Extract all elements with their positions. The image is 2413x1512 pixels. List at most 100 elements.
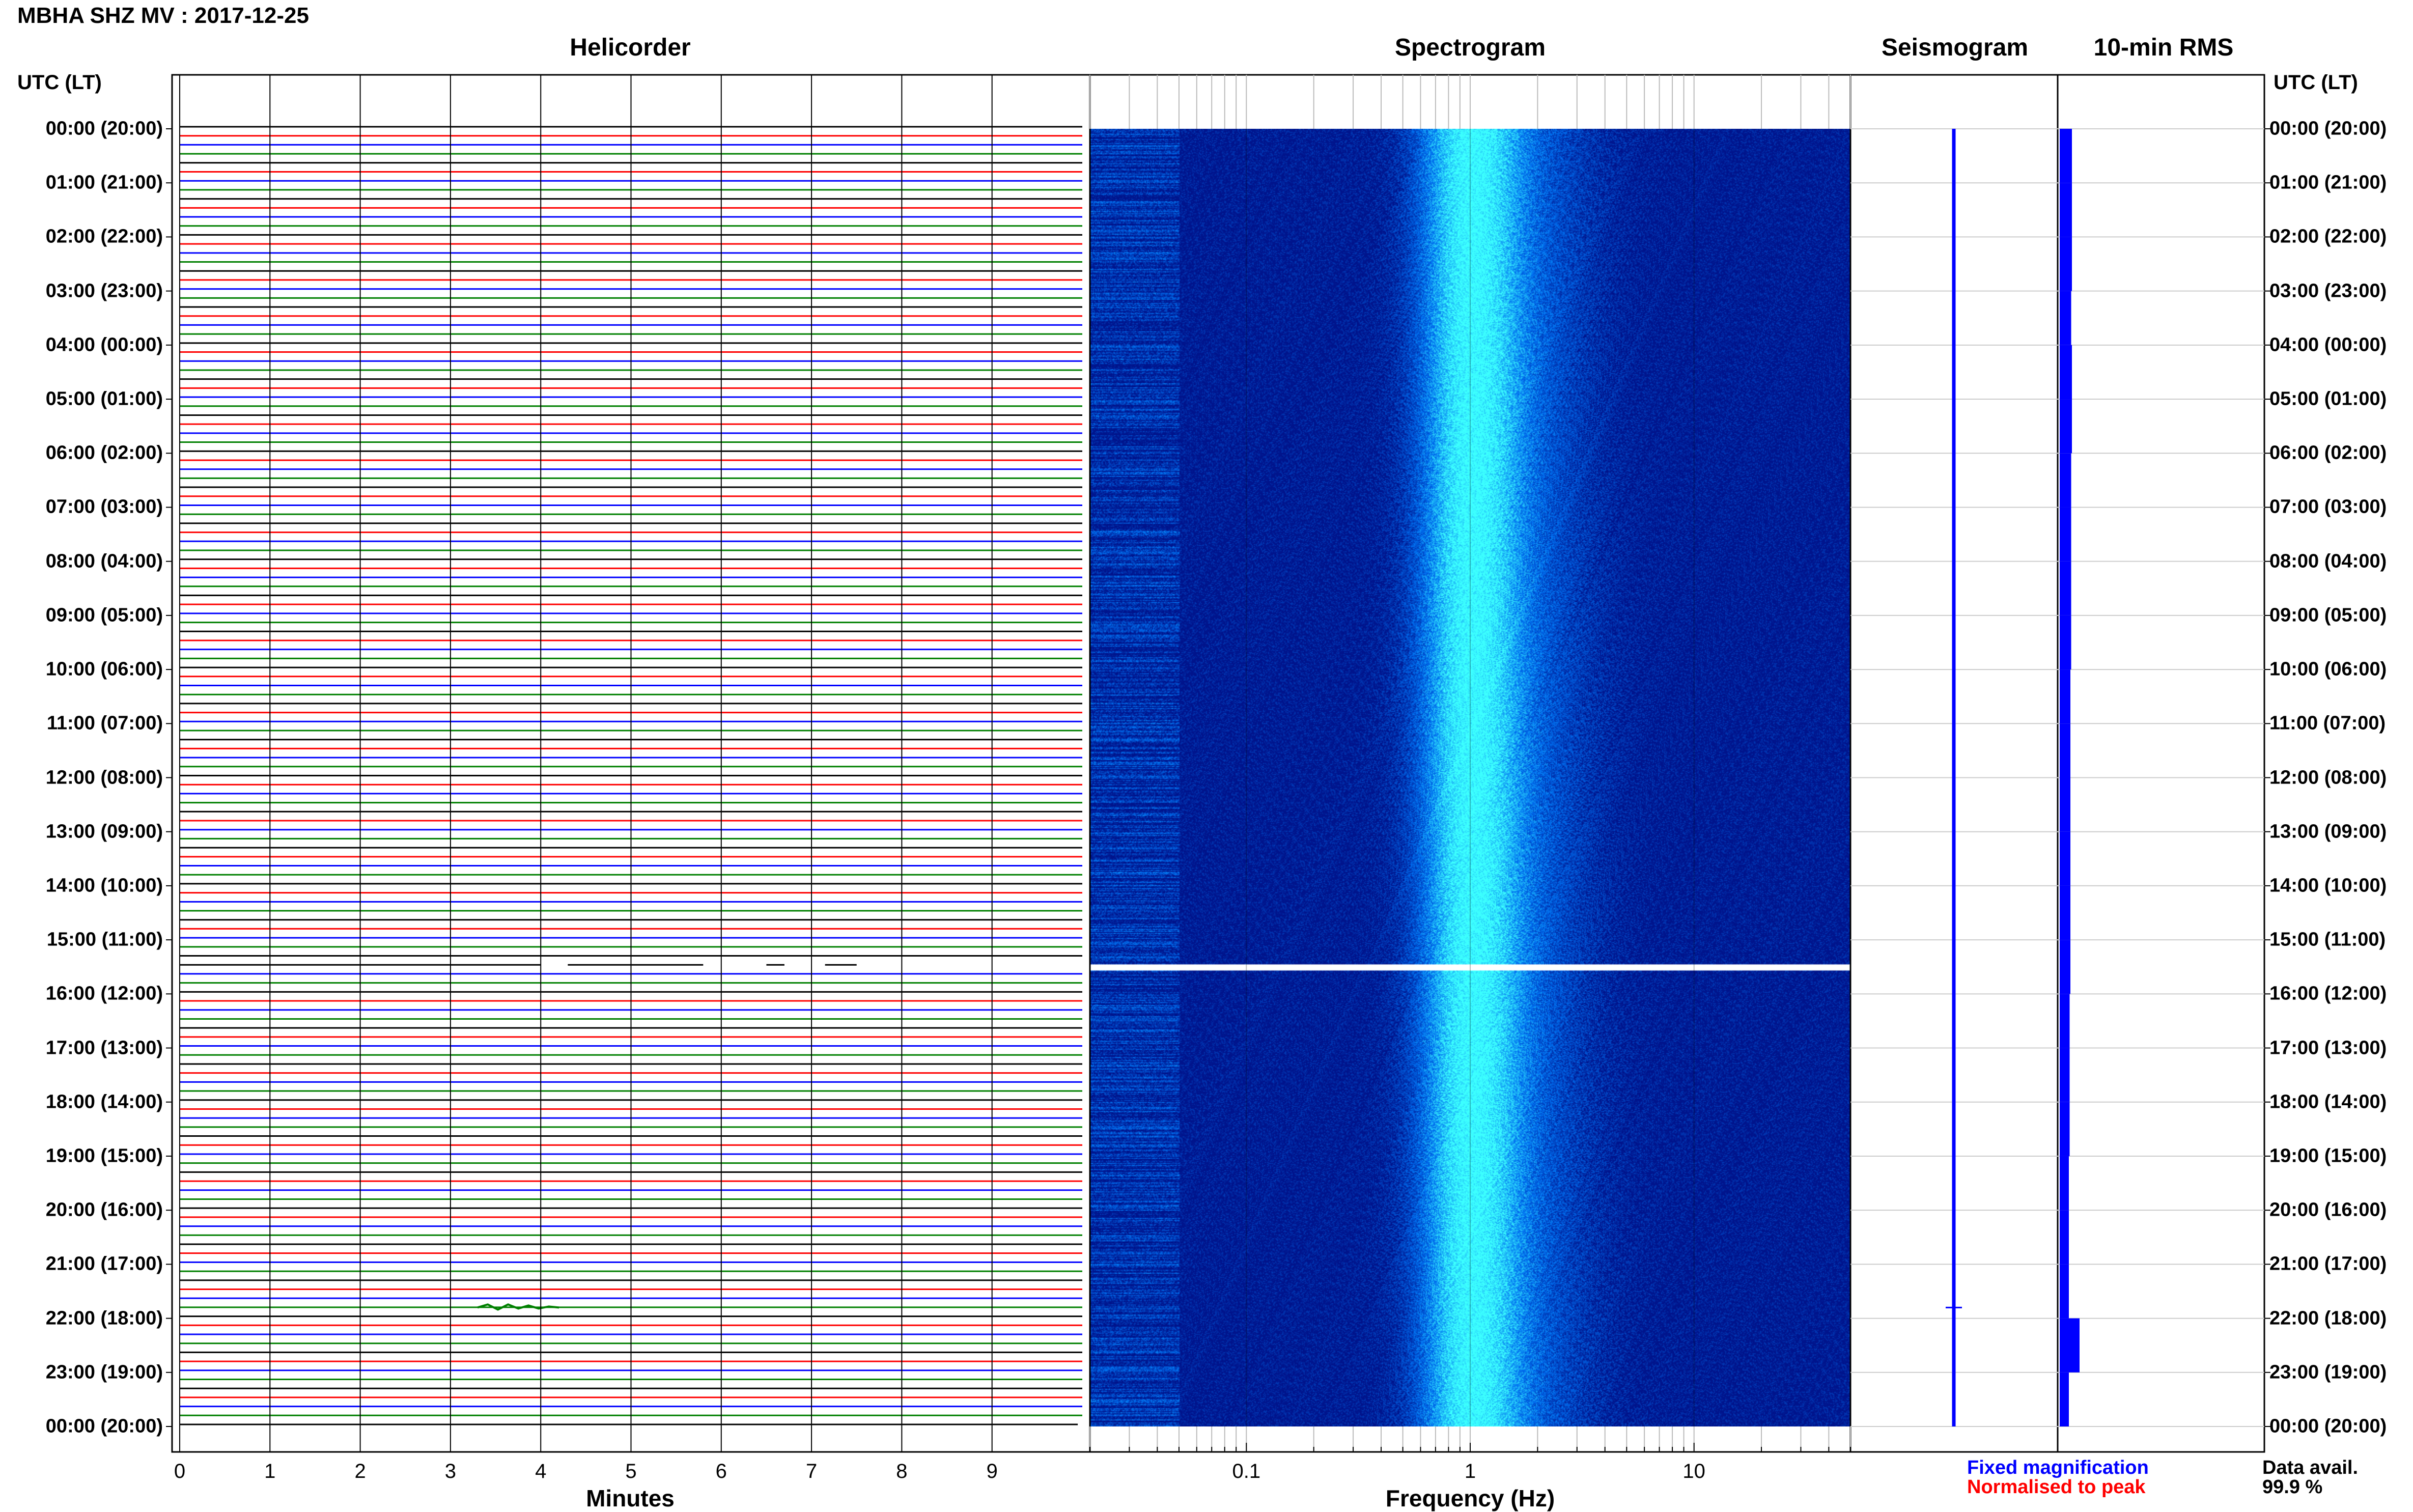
time-label-right: 08:00 (04:00) bbox=[2269, 550, 2387, 572]
rms-bar bbox=[2060, 669, 2070, 724]
rms-bar bbox=[2060, 399, 2072, 454]
minute-tick-label: 1 bbox=[264, 1460, 276, 1482]
rms-bar bbox=[2060, 1210, 2069, 1265]
time-label-left: 18:00 (14:00) bbox=[45, 1091, 163, 1113]
minute-tick-label: 9 bbox=[986, 1460, 998, 1482]
time-label-right: 19:00 (15:00) bbox=[2269, 1145, 2387, 1167]
time-label-right: 17:00 (13:00) bbox=[2269, 1037, 2387, 1059]
time-label-right: 02:00 (22:00) bbox=[2269, 226, 2387, 247]
frequency-tick-label: 1 bbox=[1464, 1460, 1476, 1482]
x-axis-title-minutes: Minutes bbox=[586, 1485, 675, 1511]
time-label-right: 12:00 (08:00) bbox=[2269, 767, 2387, 788]
time-label-right: 16:00 (12:00) bbox=[2269, 983, 2387, 1004]
minute-tick-label: 2 bbox=[354, 1460, 366, 1482]
time-label-right: 07:00 (03:00) bbox=[2269, 496, 2387, 518]
time-label-right: 09:00 (05:00) bbox=[2269, 604, 2387, 626]
x-axis-title-frequency: Frequency (Hz) bbox=[1385, 1485, 1555, 1511]
minute-tick-label: 8 bbox=[896, 1460, 908, 1482]
time-label-left: 14:00 (10:00) bbox=[45, 875, 163, 897]
rms-title: 10-min RMS bbox=[2093, 34, 2234, 61]
data-availability-label: Data avail. bbox=[2262, 1457, 2358, 1478]
legend-fixed-magnification: Fixed magnification bbox=[1967, 1457, 2149, 1478]
rms-bar bbox=[2060, 615, 2071, 670]
time-label-left: 02:00 (22:00) bbox=[45, 226, 163, 247]
rms-bar bbox=[2060, 453, 2071, 508]
time-label-right: 00:00 (20:00) bbox=[2269, 118, 2387, 139]
rms-bar bbox=[2060, 885, 2070, 940]
time-label-right: 18:00 (14:00) bbox=[2269, 1091, 2387, 1113]
rms-bar bbox=[2060, 237, 2072, 291]
time-label-left: 06:00 (02:00) bbox=[45, 442, 163, 464]
rms-bar bbox=[2060, 777, 2070, 832]
time-label-right: 03:00 (23:00) bbox=[2269, 280, 2387, 302]
rms-bar bbox=[2060, 940, 2070, 994]
rms-bar bbox=[2060, 723, 2070, 778]
minute-tick-label: 6 bbox=[715, 1460, 727, 1482]
time-label-left: 04:00 (00:00) bbox=[45, 334, 163, 356]
rms-bar bbox=[2060, 183, 2072, 237]
time-label-right: 05:00 (01:00) bbox=[2269, 388, 2387, 410]
time-label-right: 00:00 (20:00) bbox=[2269, 1415, 2387, 1437]
rms-bar bbox=[2060, 1048, 2070, 1102]
time-label-left: 16:00 (12:00) bbox=[45, 983, 163, 1004]
minute-tick-label: 5 bbox=[625, 1460, 637, 1482]
station-title: MBHA SHZ MV : 2017-12-25 bbox=[17, 3, 309, 28]
time-label-right: 06:00 (02:00) bbox=[2269, 442, 2387, 464]
rms-bar bbox=[2060, 291, 2071, 345]
utc-header-right: UTC (LT) bbox=[2274, 71, 2358, 94]
rms-bar bbox=[2060, 1318, 2080, 1373]
data-availability-value: 99.9 % bbox=[2262, 1476, 2323, 1498]
time-label-right: 10:00 (06:00) bbox=[2269, 658, 2387, 680]
time-label-left: 08:00 (04:00) bbox=[45, 550, 163, 572]
time-label-left: 20:00 (16:00) bbox=[45, 1199, 163, 1221]
rms-bar bbox=[2060, 345, 2072, 400]
spectrogram-heatmap bbox=[1090, 129, 1850, 1426]
time-label-left: 03:00 (23:00) bbox=[45, 280, 163, 302]
helicorder-event-trace bbox=[477, 1303, 559, 1311]
time-label-left: 10:00 (06:00) bbox=[45, 658, 163, 680]
legend-normalised-to-peak: Normalised to peak bbox=[1967, 1476, 2146, 1498]
time-label-right: 04:00 (00:00) bbox=[2269, 334, 2387, 356]
minute-tick-label: 3 bbox=[444, 1460, 457, 1482]
rms-bar bbox=[2060, 1102, 2070, 1156]
rms-bar bbox=[2060, 1156, 2069, 1211]
time-label-right: 15:00 (11:00) bbox=[2269, 929, 2386, 950]
time-label-right: 22:00 (18:00) bbox=[2269, 1307, 2387, 1329]
seismogram-title: Seismogram bbox=[1881, 34, 2029, 61]
time-label-left: 09:00 (05:00) bbox=[45, 604, 163, 626]
frequency-tick-label: 10 bbox=[1682, 1460, 1705, 1482]
time-label-left: 01:00 (21:00) bbox=[45, 172, 163, 193]
time-label-right: 13:00 (09:00) bbox=[2269, 821, 2387, 843]
time-label-right: 21:00 (17:00) bbox=[2269, 1253, 2387, 1275]
helicorder-title: Helicorder bbox=[570, 34, 691, 61]
time-label-left: 19:00 (15:00) bbox=[45, 1145, 163, 1167]
rms-bar bbox=[2060, 831, 2070, 886]
minute-tick-label: 4 bbox=[535, 1460, 547, 1482]
time-label-right: 20:00 (16:00) bbox=[2269, 1199, 2387, 1221]
rms-bar bbox=[2060, 1372, 2069, 1426]
spectrogram-title: Spectrogram bbox=[1394, 34, 1546, 61]
time-label-left: 22:00 (18:00) bbox=[45, 1307, 163, 1329]
time-label-left: 05:00 (01:00) bbox=[45, 388, 163, 410]
time-label-left: 00:00 (20:00) bbox=[45, 1415, 163, 1437]
utc-header-left: UTC (LT) bbox=[17, 71, 102, 94]
time-label-right: 23:00 (19:00) bbox=[2269, 1361, 2387, 1383]
rms-bar bbox=[2060, 1264, 2069, 1319]
time-label-left: 00:00 (20:00) bbox=[45, 118, 163, 139]
time-label-left: 11:00 (07:00) bbox=[46, 712, 163, 734]
time-label-left: 07:00 (03:00) bbox=[45, 496, 163, 518]
rms-bar bbox=[2060, 561, 2071, 615]
time-label-left: 15:00 (11:00) bbox=[46, 929, 163, 950]
time-label-right: 01:00 (21:00) bbox=[2269, 172, 2387, 193]
frequency-tick-label: 0.1 bbox=[1232, 1460, 1261, 1482]
rms-bar bbox=[2060, 507, 2071, 562]
rms-bar bbox=[2060, 994, 2070, 1048]
minute-tick-label: 0 bbox=[174, 1460, 186, 1482]
rms-bar bbox=[2060, 129, 2072, 183]
time-label-left: 21:00 (17:00) bbox=[45, 1253, 163, 1275]
time-label-left: 17:00 (13:00) bbox=[45, 1037, 163, 1059]
time-label-left: 13:00 (09:00) bbox=[45, 821, 163, 843]
time-label-right: 14:00 (10:00) bbox=[2269, 875, 2387, 897]
time-label-right: 11:00 (07:00) bbox=[2269, 712, 2386, 734]
